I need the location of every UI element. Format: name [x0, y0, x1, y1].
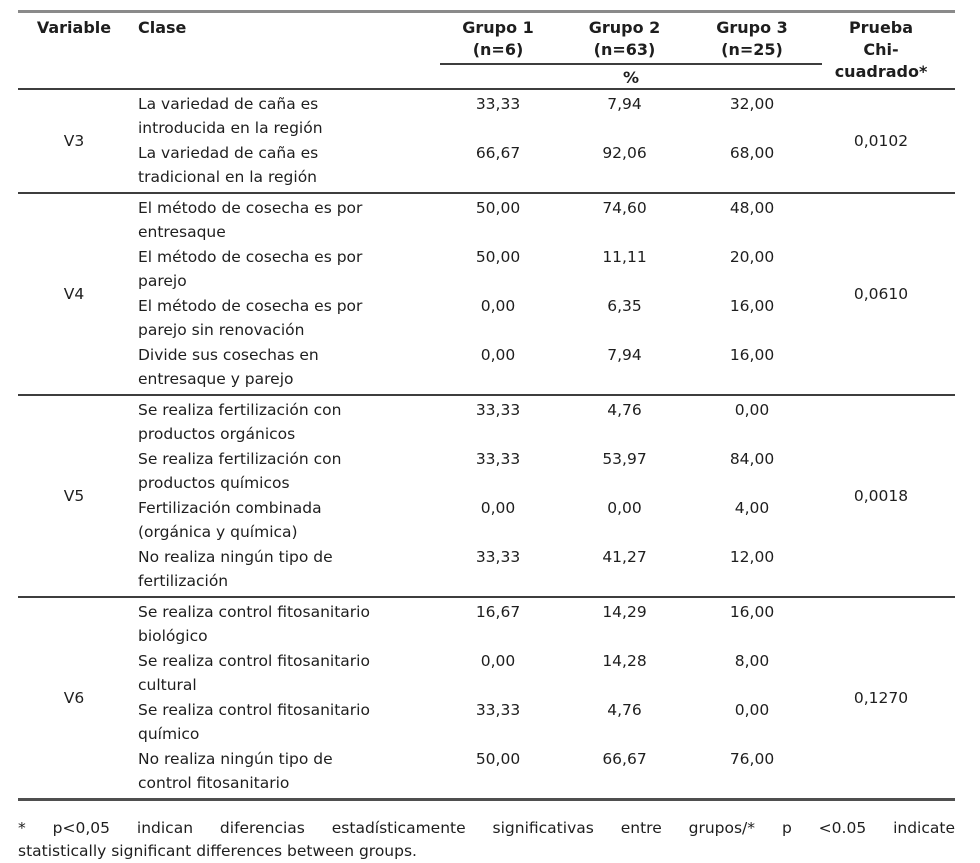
percent-value: 16,00	[729, 297, 775, 315]
class-label: No realiza ningún tipo de fertilización	[138, 548, 333, 590]
percent-value: 0,00	[480, 346, 516, 364]
class-label: El método de cosecha es por parejo	[138, 248, 363, 290]
percent-value: 0,00	[480, 652, 516, 670]
percent-value: 48,00	[729, 199, 775, 217]
class-label: Se realiza fertilización con productos o…	[138, 401, 342, 443]
table-footnote: * p<0,05 indican diferencias estadística…	[18, 817, 955, 863]
class-label: Se realiza control fitosanitario químico	[138, 701, 370, 743]
header-variable: Variable	[36, 18, 112, 37]
percent-value: 33,33	[475, 401, 521, 419]
variable-section-v3: V3 La variedad de caña es introducida en …	[18, 88, 955, 192]
header-grupo-1: Grupo 1 (n=6)	[462, 18, 534, 59]
class-label: Se realiza control fitosanitario biológi…	[138, 603, 370, 645]
percent-value: 76,00	[729, 750, 775, 768]
percent-value: 6,35	[607, 297, 642, 315]
class-label: Divide sus cosechas en entresaque y pare…	[138, 346, 319, 388]
variable-section-v5: V5 Se realiza fertilización con productos…	[18, 394, 955, 596]
header-clase: Clase	[138, 18, 187, 37]
footnote-line-2: statistically significant differences be…	[18, 842, 417, 860]
percent-value: 66,67	[475, 144, 521, 162]
percent-value: 8,00	[734, 652, 770, 670]
percent-value: 0,00	[734, 701, 770, 719]
percent-value: 84,00	[729, 450, 775, 468]
class-label: No realiza ningún tipo de control fitosa…	[138, 750, 333, 792]
chi-square-value: 0,1270	[853, 689, 909, 707]
percent-value: 50,00	[475, 248, 521, 266]
class-label: El método de cosecha es por entresaque	[138, 199, 363, 241]
percent-value: 7,94	[607, 346, 642, 364]
percent-value: 32,00	[729, 95, 775, 113]
percent-value: 16,00	[729, 603, 775, 621]
percent-value: 74,60	[602, 199, 647, 217]
percent-value: 11,11	[602, 248, 647, 266]
chi-square-value: 0,0018	[853, 487, 909, 505]
header-percent: %	[440, 63, 822, 88]
percent-value: 92,06	[602, 144, 647, 162]
percent-value: 4,00	[734, 499, 770, 517]
statistics-table-wrap: Variable Clase Grupo 1 (n=6) Grupo 2 (n=…	[18, 10, 955, 863]
percent-value: 50,00	[475, 199, 521, 217]
percent-value: 33,33	[475, 548, 521, 566]
variable-section-v4: V4 El método de cosecha es por entresaque…	[18, 192, 955, 394]
table-header: Variable Clase Grupo 1 (n=6) Grupo 2 (n=…	[18, 13, 955, 88]
percent-value: 50,00	[475, 750, 521, 768]
percent-value: 4,76	[607, 701, 642, 719]
percent-value: 33,33	[475, 701, 521, 719]
variable-label: V4	[63, 285, 85, 303]
percent-value: 0,00	[480, 297, 516, 315]
variable-section-v6: V6 Se realiza control fitosanitario bioló…	[18, 596, 955, 798]
class-label: Fertilización combinada (orgánica y quím…	[138, 499, 322, 541]
chi-square-value: 0,0610	[853, 285, 909, 303]
percent-value: 14,29	[602, 603, 647, 621]
percent-value: 33,33	[475, 95, 521, 113]
footnote-line-1: * p<0,05 indican diferencias estadística…	[18, 819, 955, 837]
percent-value: 41,27	[602, 548, 647, 566]
class-label: La variedad de caña es tradicional en la…	[138, 144, 319, 186]
percent-value: 53,97	[602, 450, 647, 468]
percent-value: 20,00	[729, 248, 775, 266]
percent-value: 66,67	[602, 750, 647, 768]
class-label: Se realiza control fitosanitario cultura…	[138, 652, 370, 694]
header-grupo-3: Grupo 3 (n=25)	[716, 18, 788, 59]
percent-value: 68,00	[729, 144, 775, 162]
percent-value: 0,00	[480, 499, 516, 517]
table-body: V3 La variedad de caña es introducida en …	[18, 88, 955, 798]
percent-value: 16,67	[475, 603, 521, 621]
header-chi-square: Prueba Chi- cuadrado*	[834, 18, 928, 81]
chi-square-value: 0,0102	[853, 132, 909, 150]
header-grupo-2: Grupo 2 (n=63)	[588, 18, 661, 59]
variable-label: V3	[63, 132, 85, 150]
class-label: El método de cosecha es por parejo sin r…	[138, 297, 363, 339]
class-label: La variedad de caña es introducida en la…	[138, 95, 323, 137]
chi-square-table: Variable Clase Grupo 1 (n=6) Grupo 2 (n=…	[18, 10, 955, 801]
percent-value: 7,94	[607, 95, 642, 113]
variable-label: V6	[63, 689, 85, 707]
percent-value: 14,28	[602, 652, 647, 670]
percent-value: 33,33	[475, 450, 521, 468]
percent-value: 12,00	[729, 548, 775, 566]
class-label: Se realiza fertilización con productos q…	[138, 450, 342, 492]
percent-value: 16,00	[729, 346, 775, 364]
percent-value: 0,00	[607, 499, 642, 517]
variable-label: V5	[63, 487, 85, 505]
percent-value: 0,00	[734, 401, 770, 419]
percent-value: 4,76	[607, 401, 642, 419]
